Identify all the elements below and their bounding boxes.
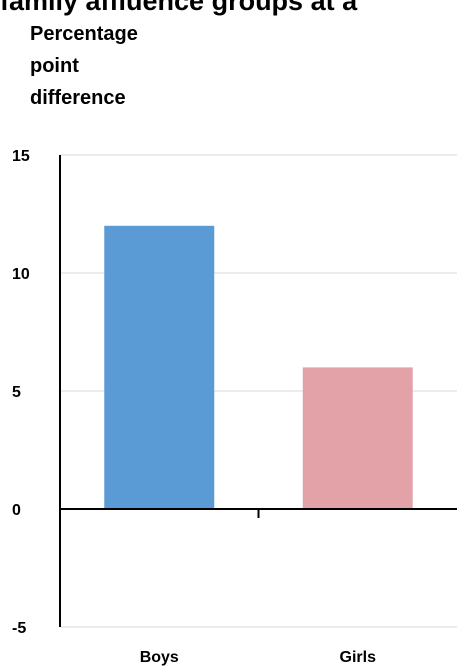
y-axis-label-line-3: difference	[30, 87, 126, 109]
y-tick-label: 5	[12, 384, 21, 401]
bar-boys	[104, 225, 215, 510]
category-labels: Boys Girls	[140, 649, 376, 666]
tick-labels: 15 10 5 0 -5	[12, 148, 30, 637]
bar-girls	[302, 367, 413, 509]
y-tick-label: 15	[12, 148, 30, 165]
axes	[59, 155, 457, 627]
y-axis-label: Percentage point difference	[30, 18, 200, 114]
x-category-label: Girls	[340, 649, 377, 666]
chart-title: family affluence groups at a	[0, 0, 358, 16]
x-category-label: Boys	[140, 649, 179, 666]
bars	[104, 225, 413, 510]
y-tick-label: 0	[12, 502, 21, 519]
y-axis-label-line-1: Percentage	[30, 23, 138, 45]
y-tick-label: 10	[12, 266, 30, 283]
y-axis-label-line-2: point	[30, 55, 79, 77]
y-tick-label: -5	[12, 620, 26, 637]
